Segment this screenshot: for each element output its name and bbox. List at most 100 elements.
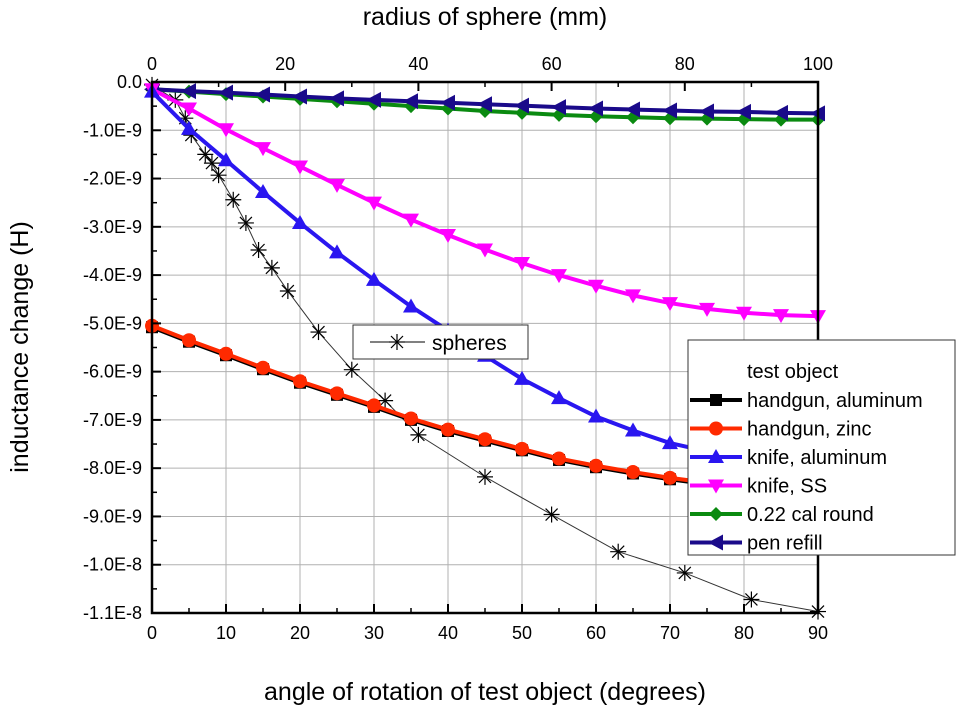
point-spheres [279,283,296,300]
point-handgun-zinc [552,451,566,466]
point-handgun-zinc [515,441,529,456]
point-pen-refill [181,83,196,100]
y-tick-label: -1.0E-8 [83,555,142,575]
legend-marker-pen-refill [708,534,723,551]
point-knife-aluminum [255,184,271,199]
asterisk-stroke [281,284,295,298]
top-axis-title: radius of sphere (mm) [363,3,608,31]
point-handgun-zinc [219,346,233,361]
point-spheres [203,155,220,172]
legend-label-spheres: spheres [432,332,507,355]
point-knife-aluminum [514,370,530,385]
point-pen-refill [588,100,603,117]
asterisk-stroke [411,428,425,442]
top-tick-label: 100 [803,54,833,74]
asterisk-stroke [184,128,198,142]
point-pen-refill [255,86,270,103]
point-knife-aluminum [625,422,641,437]
top-tick-label: 60 [542,54,562,74]
point-knife-aluminum [551,390,567,405]
point-handgun-zinc [330,386,344,401]
point-knife-aluminum [403,298,419,313]
point-knife-ss [181,102,197,117]
axes: 0 10 20 30 40 50 60 70 80 90 0 20 40 60 80 100 0.0 -1.0E-… [83,54,833,643]
y-tick-label: -1.0E-9 [83,120,142,140]
asterisk-stroke [198,147,212,161]
point-spheres [210,167,227,184]
point-knife-ss [514,257,530,272]
point-knife-ss [736,306,752,321]
legend-marker-handgun-aluminum [710,394,722,406]
top-tick-label: 40 [408,54,428,74]
y-tick-label: -1.1E-8 [83,603,142,623]
x-tick-label: 0 [147,623,157,643]
y-tick-label: -9.0E-9 [83,506,142,526]
legend-marker-knife-ss [708,479,724,494]
point-handgun-zinc [478,432,492,447]
point-pen-refill [292,88,307,105]
point-handgun-zinc [404,411,418,426]
point-pen-refill [477,96,492,113]
y-tick-label: -6.0E-9 [83,362,142,382]
asterisk-stroke [378,394,392,408]
point-knife-aluminum [292,214,308,229]
legend: test object handgun, aluminum handgun, zi… [687,339,956,556]
point-pen-refill [329,90,344,107]
point-knife-ss [440,229,456,244]
y-tick-label: -7.0E-9 [83,410,142,430]
point-knife-ss [218,123,234,138]
point-pen-refill [514,97,529,114]
x-tick-label: 50 [512,623,532,643]
point-pen-refill [440,94,455,111]
x-tick-label: 30 [364,623,384,643]
top-tick-label: 0 [147,54,157,74]
point-spheres [743,591,760,608]
top-tick-label: 20 [275,54,295,74]
x-tick-label: 90 [808,623,828,643]
point-knife-ss [662,297,678,312]
legend-label-handgun-zinc: handgun, zinc [747,419,872,441]
point-handgun-zinc [367,398,381,413]
point-pen-refill [551,99,566,116]
point-pen-refill [699,103,714,120]
legend-label-knife-ss: knife, SS [747,476,827,498]
asterisk-stroke [345,363,359,377]
point-spheres [225,191,242,208]
point-handgun-zinc [182,333,196,348]
y-tick-label: -2.0E-9 [83,169,142,189]
point-spheres [610,543,627,560]
point-spheres [250,241,267,258]
point-spheres [237,214,254,231]
point-pen-refill [773,104,788,121]
point-spheres [410,426,427,443]
y-tick-label: -5.0E-9 [83,313,142,333]
x-tick-label: 80 [734,623,754,643]
point-handgun-zinc [293,374,307,389]
point-knife-ss [255,142,271,157]
asterisk-stroke [478,470,492,484]
point-pen-refill [625,101,640,118]
asterisk-stroke [678,566,692,580]
point-spheres [310,324,327,341]
point-handgun-zinc [256,360,270,375]
point-knife-ss [403,213,419,228]
point-pen-refill [736,103,751,120]
point-spheres [197,146,214,163]
legend-label-pen-refill: pen refill [747,533,823,555]
y-tick-label: -3.0E-9 [83,217,142,237]
point-knife-ss [292,160,308,175]
point-spheres [377,392,394,409]
y-axis-title: inductance change (H) [6,221,34,473]
legend-marker-knife-aluminum [708,449,724,463]
point-knife-ss [477,243,493,258]
point-knife-aluminum [329,244,345,259]
point-pen-refill [366,91,381,108]
point-knife-ss [699,302,715,317]
point-handgun-zinc [626,465,640,480]
legend-title: test object [747,361,839,383]
asterisk-stroke [545,508,559,521]
point-knife-aluminum [588,408,604,423]
point-knife-aluminum [662,435,678,450]
point-pen-refill [218,84,233,101]
